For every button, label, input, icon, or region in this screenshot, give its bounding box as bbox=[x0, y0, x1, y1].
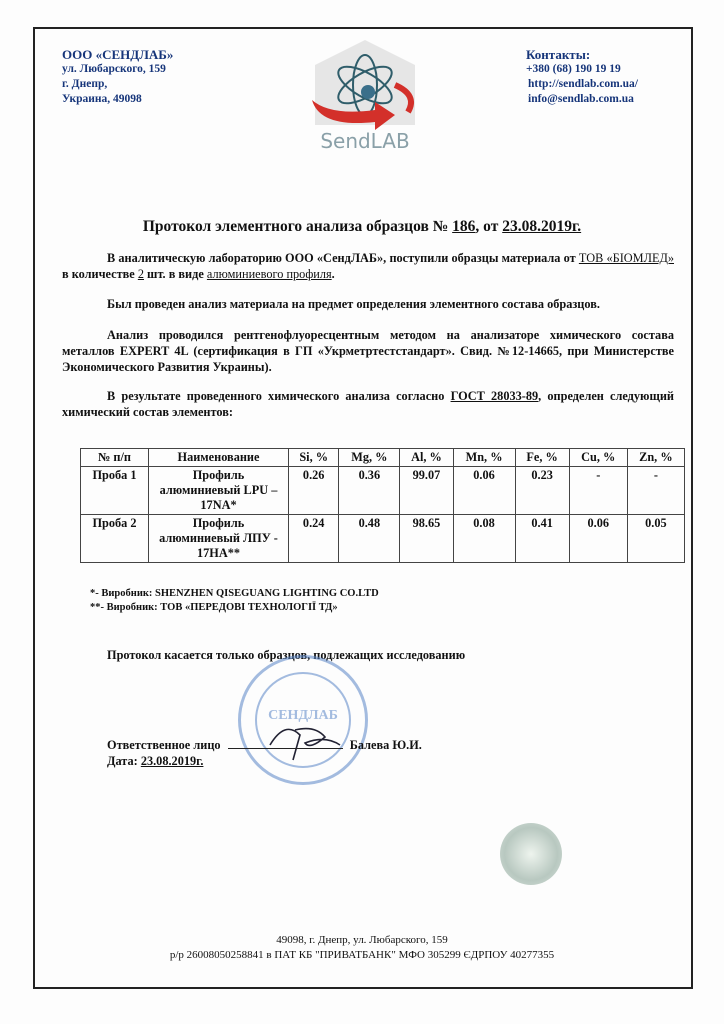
cell: 0.05 bbox=[626, 514, 686, 563]
cell: 0.26 bbox=[287, 466, 340, 515]
hologram-sticker bbox=[500, 823, 562, 885]
col-header: Mg, % bbox=[338, 448, 401, 467]
cell: 0.41 bbox=[514, 514, 570, 563]
contacts-block: Контакты: +380 (68) 190 19 19 http://sen… bbox=[526, 47, 638, 107]
cell: - bbox=[568, 466, 628, 515]
cell: Проба 2 bbox=[80, 514, 149, 563]
col-header: Mn, % bbox=[452, 448, 516, 467]
paragraph-intro: В аналитическую лабораторию ООО «СендЛАБ… bbox=[62, 251, 674, 281]
cell: 0.23 bbox=[514, 466, 570, 515]
svg-text:SendLAB: SendLAB bbox=[320, 129, 409, 153]
composition-table: № п/п Наименование Si, % Mg, % Al, % Mn,… bbox=[80, 448, 686, 563]
col-header: Zn, % bbox=[626, 448, 686, 467]
col-header: Наименование bbox=[148, 448, 289, 467]
company-block: ООО «СЕНДЛАБ» ул. Любарского, 159 г. Дне… bbox=[62, 47, 173, 107]
contacts-title: Контакты: bbox=[526, 47, 591, 62]
sendlab-logo: SendLAB bbox=[300, 40, 430, 155]
cell: 0.08 bbox=[452, 514, 516, 563]
cell: 0.24 bbox=[287, 514, 340, 563]
cell: - bbox=[626, 466, 686, 515]
footnote: *- Виробник: SHENZHEN QISEGUANG LIGHTING… bbox=[90, 588, 379, 599]
page-border bbox=[33, 27, 693, 989]
footer: 49098, г. Днепр, ул. Любарского, 159 р/р… bbox=[0, 933, 724, 963]
cell: Профиль алюминиевый ЛПУ - 17НА** bbox=[148, 514, 289, 563]
handwritten-signature bbox=[269, 727, 341, 761]
signature-date: 23.08.2019г. bbox=[140, 754, 204, 768]
footnotes: *- Виробник: SHENZHEN QISEGUANG LIGHTING… bbox=[90, 587, 379, 615]
footer-address: 49098, г. Днепр, ул. Любарского, 159 bbox=[276, 934, 448, 946]
address-line: Украина, 49098 bbox=[62, 93, 142, 105]
cell: 98.65 bbox=[399, 514, 454, 563]
responsible-name: Балева Ю.И. bbox=[349, 738, 422, 752]
paragraph-analysis: Был проведен анализ материала на предмет… bbox=[107, 297, 600, 311]
cell: 0.48 bbox=[338, 514, 401, 563]
address-line: ул. Любарского, 159 bbox=[62, 63, 166, 75]
col-header: Cu, % bbox=[568, 448, 628, 467]
col-header: № п/п bbox=[80, 448, 149, 467]
company-stamp: СЕНДЛАБ bbox=[238, 655, 368, 785]
col-header: Si, % bbox=[287, 448, 340, 467]
paragraph-result: В результате проведенного химического ан… bbox=[62, 389, 674, 419]
table-header-row: № п/п Наименование Si, % Mg, % Al, % Mn,… bbox=[80, 448, 686, 467]
cell: 0.06 bbox=[452, 466, 516, 515]
paragraph-method: Анализ проводился рентгенофлуоресцентным… bbox=[62, 328, 674, 374]
page-title: Протокол элементного анализа образцов № … bbox=[142, 218, 582, 235]
disclaimer: Протокол касается только образцов, подле… bbox=[107, 648, 466, 662]
cell: 0.36 bbox=[338, 466, 401, 515]
website-link[interactable]: http://sendlab.com.ua/ bbox=[528, 78, 638, 90]
company-name: ООО «СЕНДЛАБ» bbox=[62, 47, 174, 62]
footer-bank: р/р 26008050258841 в ПАТ КБ "ПРИВАТБАНК"… bbox=[169, 949, 555, 961]
cell: Проба 1 bbox=[80, 466, 149, 515]
cell: 0.06 bbox=[568, 514, 628, 563]
signature-block: Ответственное лицо Балева Ю.И. Дата: 23.… bbox=[107, 738, 422, 768]
phone: +380 (68) 190 19 19 bbox=[526, 63, 621, 75]
email-link[interactable]: info@sendlab.com.ua bbox=[528, 93, 634, 105]
responsible-label: Ответственное лицо bbox=[107, 738, 221, 752]
address-line: г. Днепр, bbox=[62, 78, 108, 90]
footnote: **- Виробник: ТОВ «ПЕРЕДОВІ ТЕХНОЛОГІЇ Т… bbox=[90, 602, 338, 613]
cell: 99.07 bbox=[399, 466, 454, 515]
table-row: Проба 2 Профиль алюминиевый ЛПУ - 17НА**… bbox=[80, 514, 686, 563]
col-header: Fe, % bbox=[514, 448, 570, 467]
col-header: Al, % bbox=[399, 448, 454, 467]
table-row: Проба 1 Профиль алюминиевый LPU – 17NA* … bbox=[80, 466, 686, 515]
cell: Профиль алюминиевый LPU – 17NA* bbox=[148, 466, 289, 515]
